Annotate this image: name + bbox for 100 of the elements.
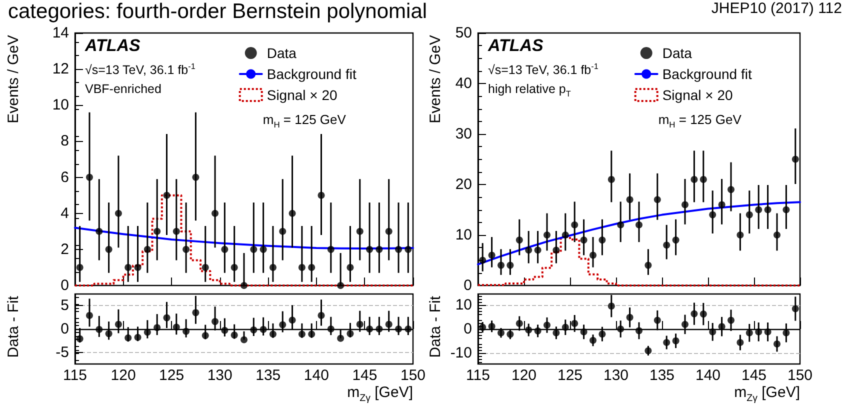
point: [571, 221, 578, 228]
point: [260, 246, 267, 253]
point: [172, 324, 180, 331]
point: [230, 332, 238, 339]
point: [346, 330, 354, 338]
y-tick-label: 40: [455, 75, 472, 92]
point: [590, 252, 596, 259]
y-tick-label: 0: [464, 277, 472, 294]
point: [690, 176, 698, 183]
point: [644, 347, 652, 354]
y-tick-label: 0: [60, 277, 69, 294]
point: [395, 246, 402, 253]
point: [534, 246, 542, 254]
annotation: ATLAS: [85, 36, 140, 56]
point: [172, 228, 180, 235]
point: [736, 232, 744, 238]
x-tick-label: 145: [352, 367, 378, 384]
point: [260, 326, 267, 333]
annotation: VBF-enriched: [85, 82, 162, 97]
y-axis-title: Events / GeV: [427, 35, 444, 124]
point: [76, 264, 84, 271]
point: [525, 326, 532, 334]
point: [163, 314, 170, 322]
point: [736, 339, 744, 346]
point: [562, 232, 569, 238]
point: [636, 221, 642, 228]
point: [230, 264, 238, 271]
point: [154, 228, 161, 235]
y-tick-label: 50: [455, 24, 472, 42]
point: [516, 320, 523, 327]
point: [308, 330, 316, 338]
legend-label: Background fit: [266, 66, 356, 82]
point: [250, 246, 258, 253]
y-tick-label: 6: [60, 168, 69, 186]
point: [134, 264, 142, 271]
point: [598, 330, 606, 338]
point: [327, 246, 334, 253]
point: [782, 329, 790, 336]
point: [488, 252, 496, 259]
y-axis-title: Events / GeV: [5, 35, 22, 124]
point: [654, 196, 661, 204]
point: [212, 318, 219, 326]
point: [395, 326, 402, 332]
point: [221, 246, 228, 253]
point: [337, 282, 344, 289]
point: [718, 201, 726, 208]
x-tick-label: 120: [511, 367, 537, 384]
y-tick-label: 14: [52, 24, 69, 42]
point: [279, 321, 286, 328]
point: [617, 221, 624, 228]
point: [376, 326, 383, 332]
point: [516, 236, 523, 244]
point: [212, 210, 219, 217]
point: [182, 246, 190, 253]
point: [792, 305, 799, 312]
y-tick-label: -5: [56, 344, 69, 361]
point: [356, 320, 364, 328]
x-tick-label: 135: [256, 367, 281, 384]
y-axis-title: Data - Fit: [5, 296, 22, 358]
point: [580, 236, 588, 244]
point: [746, 329, 753, 336]
point: [682, 201, 688, 208]
point: [86, 312, 93, 319]
legend-label: Signal × 20: [266, 87, 338, 103]
x-tick-label: 125: [159, 367, 184, 384]
point: [192, 309, 200, 316]
point: [327, 326, 334, 332]
point: [105, 330, 112, 338]
y-tick-label: 10: [52, 96, 69, 114]
point: [346, 264, 354, 271]
x-tick-label: 150: [787, 367, 813, 384]
point: [114, 320, 122, 328]
point: [598, 236, 606, 244]
point: [96, 228, 103, 235]
point: [709, 211, 716, 218]
point: [544, 322, 550, 329]
point: [590, 336, 596, 344]
point: [192, 174, 200, 181]
x-axis-title: m$_{Zγ}$ [GeV]: [734, 384, 800, 404]
point: [498, 262, 504, 269]
point: [626, 196, 634, 204]
point: [114, 210, 122, 217]
point: [728, 186, 734, 194]
point: [774, 340, 780, 348]
point: [755, 206, 762, 214]
point: [288, 316, 296, 324]
point: [124, 264, 132, 271]
x-tick-label: 140: [304, 367, 329, 384]
x-axis-title: m$_{Zγ}$ [GeV]: [347, 384, 413, 404]
point: [385, 320, 392, 328]
point: [792, 156, 799, 163]
point: [288, 210, 296, 217]
point: [755, 328, 762, 336]
y-tick-label: 30: [455, 126, 472, 142]
point: [654, 316, 661, 324]
point: [636, 327, 642, 334]
point: [682, 320, 688, 328]
point: [700, 310, 707, 318]
x-tick-label: 120: [110, 367, 136, 384]
annotation: m$_{H}$ = 125 GeV: [658, 112, 742, 130]
